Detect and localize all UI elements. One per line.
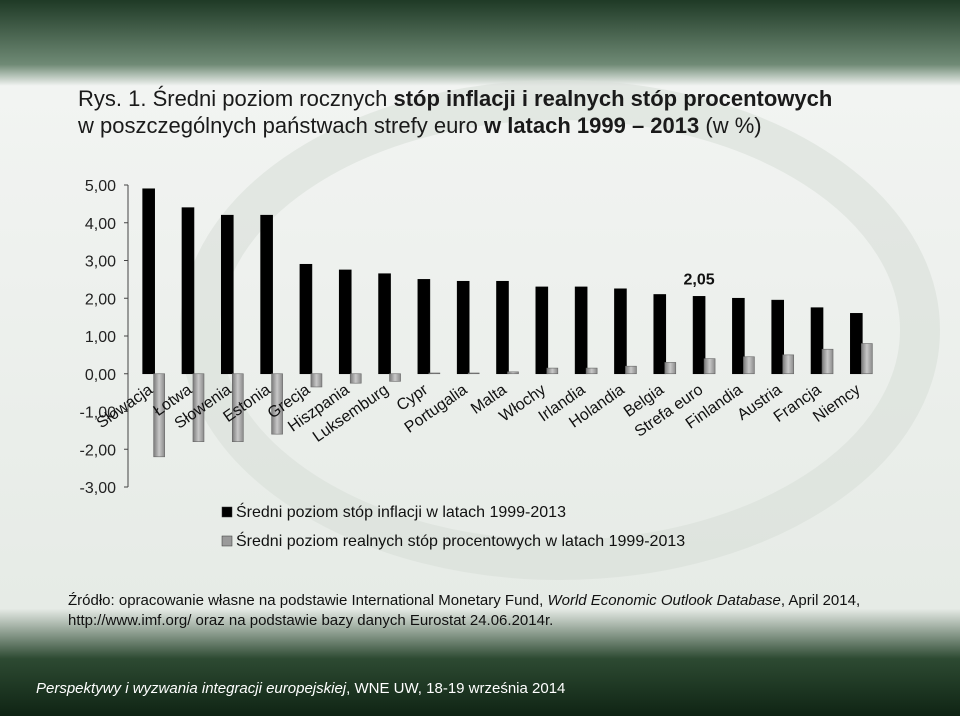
decor [180,80,940,580]
footer-part: Perspektywy i wyzwania integracji europe… [36,680,347,697]
bar [743,356,755,375]
y-tick-label: 2,00 [85,291,116,308]
bar [810,307,824,375]
bar [389,373,401,382]
bar [417,279,431,375]
source-part: Źródło: opracowanie własne na podstawie … [68,592,547,609]
bar [625,365,637,375]
legend-label: Średni poziom stóp inflacji w latach 199… [236,502,566,521]
bar [861,343,873,375]
bar [310,373,323,388]
y-tick-label: -1,00 [80,405,117,422]
source: Źródło: opracowanie własne na podstawie … [68,592,864,629]
bar [299,263,313,375]
bar [850,313,863,375]
y-tick-label: -2,00 [80,442,117,459]
bar [231,373,244,442]
bar [574,286,588,375]
bar [260,214,273,375]
source-part: World Economic Outlook Database [547,592,780,609]
bar [732,297,745,375]
bar [349,373,362,384]
bar [535,286,549,375]
y-tick-label: 0,00 [85,367,116,384]
bar [456,280,470,375]
bar [338,269,352,375]
bar [220,214,234,375]
bar [771,299,785,375]
bar [703,358,716,375]
source-part: , April 2014, [781,592,860,609]
bar [271,373,283,435]
bar [378,273,391,375]
title-part: (w %) [699,113,761,138]
title-part: w latach 1999 – 2013 [483,113,699,138]
bar [181,207,195,375]
source-part: http://www.imf.org/ oraz na podstawie ba… [68,612,553,629]
bar [782,354,795,375]
title-part: stóp inflacji i realnych stóp procentowy… [393,86,832,111]
bar [653,294,667,375]
bar [585,367,598,375]
bar [153,373,165,458]
footer-part: , WNE UW, 18-19 września 2014 [346,680,565,697]
chart-title: Rys. 1. Średni poziom rocznych stóp infl… [77,86,838,138]
bar [614,288,627,375]
bar [192,373,205,442]
y-tick-label: 3,00 [85,254,116,271]
bar [664,362,677,375]
footer: Perspektywy i wyzwania integracji europe… [36,680,565,697]
title-part: Rys. 1. Średni poziom rocznych [78,86,393,111]
bar [692,296,706,375]
y-tick-label: 5,00 [85,178,116,195]
legend-swatch [221,535,233,547]
bar [496,280,509,375]
bar [507,371,519,375]
legend-label: Średni poziom realnych stóp procentowych… [236,531,685,550]
y-tick-label: 4,00 [85,216,116,233]
y-tick-label: 1,00 [85,329,116,346]
bar [428,372,441,375]
bar [467,372,480,375]
y-tick-label: -3,00 [80,480,117,497]
bar [546,367,559,375]
bar [821,348,834,375]
title-part: w poszczególnych państwach strefy euro [77,113,484,138]
value-label: 2,05 [684,271,715,288]
legend-swatch [221,506,233,518]
bar [142,188,155,375]
